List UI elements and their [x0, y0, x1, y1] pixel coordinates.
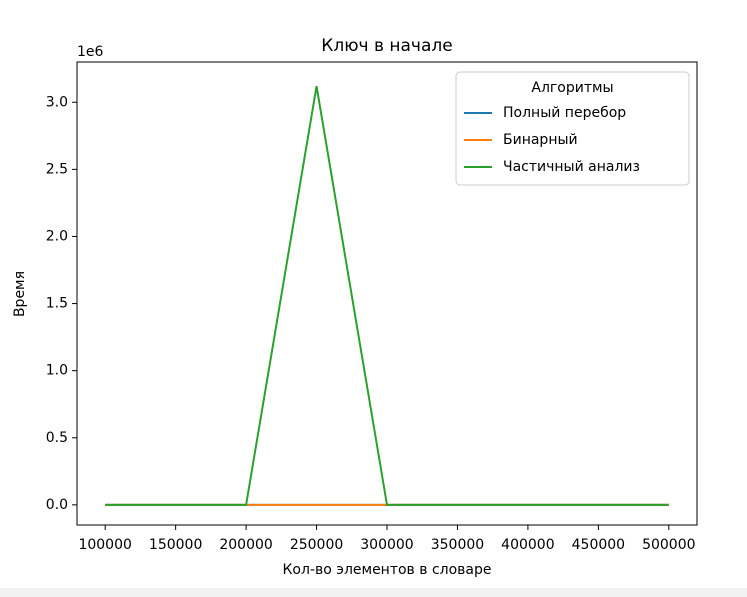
- data-line: [105, 85, 669, 506]
- x-tick-label: 200000: [219, 537, 272, 553]
- x-tick-label: 150000: [149, 537, 202, 553]
- x-axis-label: Кол-во элементов в словаре: [282, 562, 491, 578]
- legend-label: Полный перебор: [503, 105, 626, 121]
- x-tick-label: 400000: [501, 537, 554, 553]
- axes-frame: [76, 61, 698, 526]
- y-tick-label: 0.5: [46, 430, 68, 446]
- legend-box: [455, 71, 690, 186]
- y-tick-label: 2.0: [46, 228, 68, 244]
- x-tick-label: 450000: [572, 537, 625, 553]
- y-tick-label: 2.5: [46, 161, 68, 177]
- legend: Алгоритмы Полный перебор Бинарный Частичный…: [455, 71, 690, 186]
- y-tick-label: 0.0: [46, 497, 68, 513]
- x-tick-label: 100000: [78, 537, 131, 553]
- y-tick-label: 3.0: [46, 94, 68, 110]
- footer-strip: [0, 588, 747, 597]
- x-tick-label: 300000: [360, 537, 413, 553]
- chart-title: Ключ в начале: [321, 36, 452, 56]
- y-tick-label: 1.0: [46, 363, 68, 379]
- legend-label: Бинарный: [503, 132, 578, 148]
- y-axis-label: Время: [12, 271, 28, 317]
- y-offset-label: 1e6: [77, 44, 104, 60]
- y-tick-label: 1.5: [46, 296, 68, 312]
- legend-title: Алгоритмы: [531, 80, 613, 96]
- x-tick-label: 350000: [431, 537, 484, 553]
- x-tick-label: 250000: [290, 537, 343, 553]
- legend-label: Частичный анализ: [503, 159, 640, 175]
- x-tick-label: 500000: [642, 537, 695, 553]
